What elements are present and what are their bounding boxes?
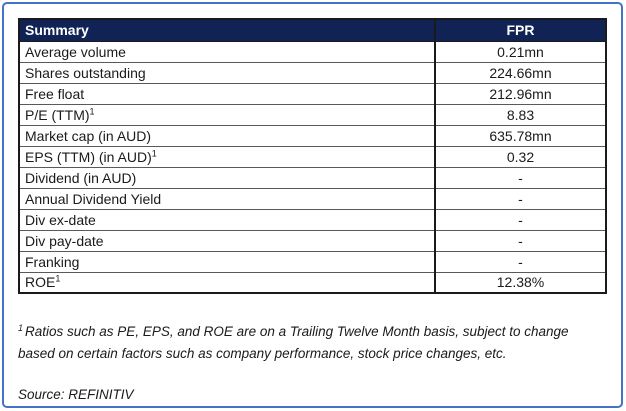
row-label: Div ex-date [25, 211, 96, 228]
table-row: Franking - [19, 250, 606, 272]
table-row: Free float 212.96mn [19, 82, 606, 104]
row-label: Div pay-date [25, 232, 104, 249]
summary-column-header: Summary [19, 19, 435, 42]
row-label: Average volume [25, 43, 126, 60]
table-row: Div ex-date - [19, 208, 606, 230]
row-label: P/E (TTM) [25, 106, 90, 123]
row-value: - [434, 187, 606, 209]
table-row: Average volume 0.21mn [19, 40, 606, 62]
row-value: - [434, 208, 606, 230]
row-label: ROE [25, 274, 56, 291]
table-header-row: Summary FPR [19, 19, 606, 42]
row-value: 635.78mn [434, 124, 606, 146]
footnote-marker: 1 [18, 322, 24, 333]
table-body: Average volume 0.21mn Shares outstanding… [19, 40, 606, 293]
table-row: Shares outstanding 224.66mn [19, 61, 606, 83]
row-footnote-marker: 1 [151, 147, 157, 158]
row-label: Dividend (in AUD) [25, 169, 137, 186]
report-card-frame: Summary FPR Average volume 0.21mn Shares… [2, 2, 623, 408]
row-label: Shares outstanding [25, 64, 146, 81]
table-row: Div pay-date - [19, 229, 606, 251]
footnote: 1 Ratios such as PE, EPS, and ROE are on … [18, 321, 604, 364]
footnote-text: Ratios such as PE, EPS, and ROE are on a… [18, 324, 569, 361]
row-value: 12.38% [434, 271, 606, 293]
table-row: Dividend (in AUD) - [19, 166, 606, 188]
row-label: Annual Dividend Yield [25, 190, 162, 207]
row-label: Franking [25, 253, 80, 270]
table-row: ROE1 12.38% [19, 271, 606, 293]
fpr-column-header: FPR [434, 19, 606, 42]
table-row: Annual Dividend Yield - [19, 187, 606, 209]
summary-table: Summary FPR Average volume 0.21mn Shares… [18, 18, 607, 294]
row-footnote-marker: 1 [55, 273, 61, 284]
source-note: Source: REFINITIV [18, 387, 134, 402]
row-value: 0.32 [434, 145, 606, 167]
row-value: 8.83 [434, 103, 606, 125]
row-label: Market cap (in AUD) [25, 127, 152, 144]
row-value: - [434, 229, 606, 251]
row-value: 212.96mn [434, 82, 606, 104]
row-value: - [434, 250, 606, 272]
row-value: - [434, 166, 606, 188]
table-row: Market cap (in AUD) 635.78mn [19, 124, 606, 146]
row-value: 0.21mn [434, 40, 606, 62]
row-label: EPS (TTM) (in AUD) [25, 148, 152, 165]
table-row: P/E (TTM)1 8.83 [19, 103, 606, 125]
row-label: Free float [25, 85, 85, 102]
table-row: EPS (TTM) (in AUD)1 0.32 [19, 145, 606, 167]
row-value: 224.66mn [434, 61, 606, 83]
row-footnote-marker: 1 [89, 105, 95, 116]
